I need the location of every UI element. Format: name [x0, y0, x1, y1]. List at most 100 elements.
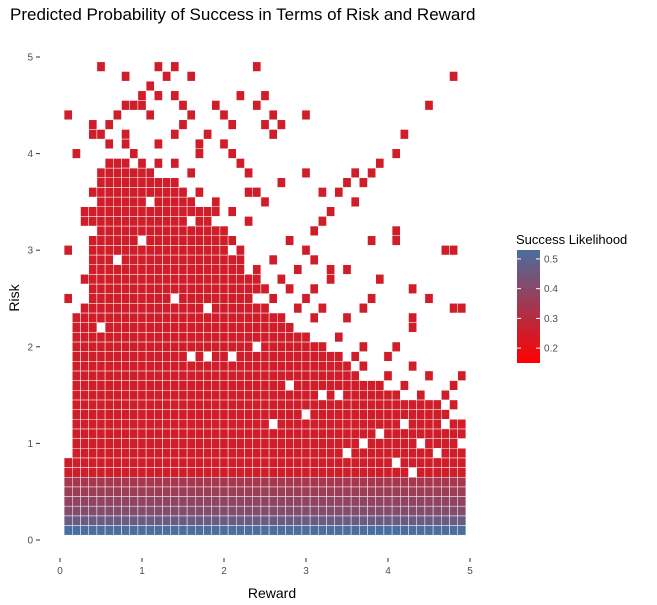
heatmap-cell	[268, 496, 278, 507]
heatmap-cell	[178, 119, 188, 130]
heatmap-cell	[334, 438, 344, 449]
heatmap-cell	[137, 303, 147, 314]
heatmap-cell	[309, 505, 319, 517]
heatmap-cell	[449, 245, 458, 256]
heatmap-cell	[244, 312, 253, 323]
heatmap-cell	[236, 399, 245, 410]
heatmap-cell	[318, 438, 327, 449]
heatmap-cell	[88, 235, 98, 246]
heatmap-cell	[293, 428, 303, 439]
heatmap-cell	[236, 312, 245, 323]
heatmap-cell	[367, 399, 376, 410]
heatmap-cell	[104, 419, 114, 430]
heatmap-cell	[236, 467, 245, 478]
heatmap-cell	[285, 476, 294, 488]
heatmap-cell	[170, 177, 180, 188]
heatmap-cell	[72, 505, 81, 517]
heatmap-cell	[121, 312, 130, 323]
heatmap-cell	[154, 138, 163, 150]
heatmap-cell	[211, 370, 221, 381]
heatmap-cell	[285, 409, 294, 420]
heatmap-cell	[121, 264, 130, 275]
heatmap-cell	[121, 177, 130, 188]
heatmap-cell	[293, 409, 303, 420]
heatmap-cell	[203, 486, 212, 497]
heatmap-cell	[293, 332, 303, 343]
heatmap-cell	[449, 419, 458, 430]
heatmap-cell	[162, 332, 171, 343]
heatmap-cell	[457, 428, 467, 439]
heatmap-cell	[350, 505, 360, 517]
heatmap-cell	[195, 312, 204, 323]
heatmap-cell	[88, 303, 98, 314]
heatmap-cell	[301, 457, 311, 468]
heatmap-cell	[301, 399, 311, 410]
heatmap-cell	[416, 505, 426, 517]
heatmap-cell	[137, 361, 147, 372]
heatmap-cell	[408, 457, 417, 468]
heatmap-cell	[113, 341, 122, 352]
heatmap-cell	[441, 515, 450, 526]
heatmap-cell	[252, 283, 262, 294]
heatmap-cell	[309, 457, 319, 468]
heatmap-cell	[359, 515, 368, 526]
heatmap-cell	[170, 216, 180, 227]
heatmap-cell	[334, 447, 344, 459]
heatmap-cell	[178, 216, 188, 227]
heatmap-cell	[244, 361, 253, 372]
heatmap-cell	[121, 370, 130, 381]
heatmap-cell	[170, 351, 180, 362]
heatmap-cell	[154, 332, 163, 343]
heatmap-cell	[145, 80, 155, 92]
heatmap-cell	[236, 322, 245, 333]
heatmap-cell	[408, 399, 417, 410]
heatmap-cell	[121, 206, 130, 217]
heatmap-cell	[195, 457, 204, 468]
heatmap-cell	[211, 100, 221, 111]
heatmap-cell	[219, 283, 229, 294]
heatmap-cell	[350, 457, 360, 468]
heatmap-cell	[277, 322, 286, 333]
heatmap-cell	[285, 332, 294, 343]
heatmap-cell	[203, 438, 212, 449]
heatmap-cell	[162, 361, 171, 372]
heatmap-cell	[293, 438, 303, 449]
heatmap-cell	[277, 361, 286, 372]
heatmap-cell	[441, 505, 450, 517]
heatmap-cell	[301, 496, 311, 507]
heatmap-cell	[350, 496, 360, 507]
heatmap-cell	[326, 486, 335, 497]
heatmap-cell	[88, 457, 98, 468]
heatmap-cell	[129, 409, 139, 420]
heatmap-cell	[227, 390, 237, 401]
heatmap-cell	[145, 293, 155, 304]
heatmap-cell	[203, 496, 212, 507]
heatmap-cell	[96, 486, 106, 497]
heatmap-cell	[441, 486, 450, 497]
heatmap-cell	[129, 390, 139, 401]
heatmap-cell	[186, 409, 196, 420]
heatmap-cell	[285, 457, 294, 468]
heatmap-cell	[154, 380, 163, 391]
heatmap-cell	[154, 399, 163, 410]
heatmap-cell	[137, 332, 147, 343]
heatmap-cell	[211, 245, 221, 256]
heatmap-cell	[63, 457, 73, 468]
heatmap-cell	[416, 525, 426, 536]
heatmap-cell	[72, 370, 81, 381]
x-tick-label: 4	[385, 566, 391, 577]
heatmap-cell	[375, 380, 385, 391]
heatmap-cell	[129, 167, 139, 178]
heatmap-cell	[104, 264, 114, 275]
heatmap-cell	[367, 409, 376, 420]
heatmap-cell	[162, 496, 171, 507]
heatmap-cell	[285, 235, 294, 246]
heatmap-cell	[236, 390, 245, 401]
heatmap-cell	[416, 447, 426, 459]
heatmap-cell	[186, 390, 196, 401]
heatmap-cell	[252, 467, 262, 478]
heatmap-cell	[195, 505, 204, 517]
heatmap-cell	[63, 476, 73, 488]
heatmap-cell	[375, 486, 385, 497]
heatmap-cell	[268, 505, 278, 517]
